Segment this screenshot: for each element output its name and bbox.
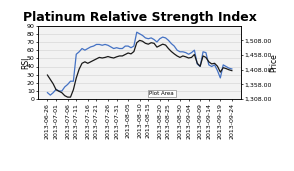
Y-axis label: RSI: RSI (21, 56, 30, 69)
Y-axis label: Price: Price (269, 53, 278, 72)
Text: Plot Area: Plot Area (149, 91, 174, 96)
Title: Platinum Relative Strength Index: Platinum Relative Strength Index (23, 11, 257, 24)
